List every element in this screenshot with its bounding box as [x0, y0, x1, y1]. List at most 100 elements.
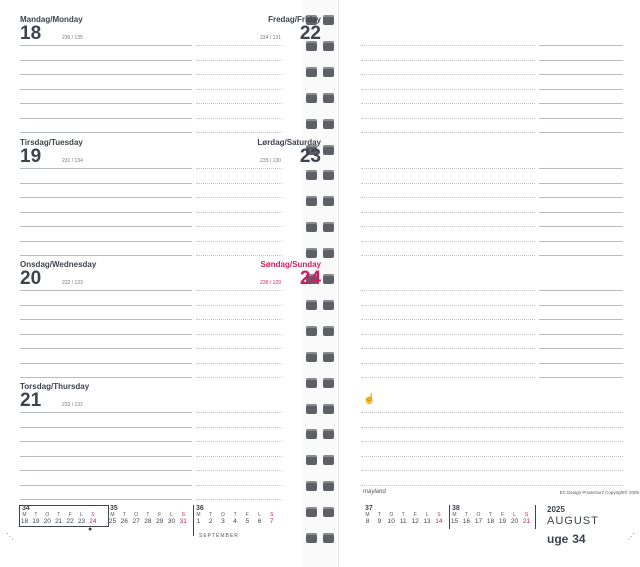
- writing-line: [196, 88, 282, 90]
- mini-day-letter: M: [110, 512, 115, 518]
- mini-day-letter: S: [524, 512, 529, 518]
- writing-line: [196, 362, 282, 364]
- writing-line: [20, 240, 192, 242]
- mini-date: 26: [120, 518, 128, 525]
- writing-line: [539, 88, 623, 90]
- writing-line: [361, 319, 535, 320]
- mini-date: 9: [377, 518, 382, 525]
- writing-line: [361, 103, 535, 104]
- writing-line: [20, 362, 192, 364]
- writing-line: [20, 226, 192, 227]
- binding-ring: [305, 325, 335, 336]
- binding-ring: [305, 118, 335, 129]
- writing-line: [196, 499, 282, 500]
- writing-line: [539, 362, 623, 364]
- writing-line: [361, 470, 623, 471]
- day-name: Fredag/Friday: [268, 15, 321, 24]
- writing-line: [196, 377, 282, 378]
- mini-date: 27: [132, 518, 140, 525]
- mini-date: 25: [108, 518, 117, 525]
- mini-date: 5: [245, 518, 250, 525]
- writing-line: [361, 377, 535, 378]
- day-count: 235 / 130: [260, 158, 281, 164]
- binding-ring: [305, 40, 335, 51]
- week-number-36: 36: [196, 505, 204, 512]
- mini-date: 28: [144, 518, 152, 525]
- writing-line: [361, 168, 535, 169]
- mini-day-letter: M: [196, 512, 201, 518]
- writing-line: [539, 59, 623, 61]
- mini-date: 21: [522, 518, 531, 525]
- mini-date: 2: [208, 518, 213, 525]
- mini-date: 12: [411, 518, 419, 525]
- writing-line: [20, 197, 192, 198]
- mini-day-letter: M: [452, 512, 457, 518]
- mini-day-letter: O: [45, 512, 50, 518]
- week-label: uge 34: [547, 530, 586, 546]
- mini-date: 20: [43, 518, 51, 525]
- mini-date: 6: [257, 518, 262, 525]
- day-name: Tirsdag/Tuesday: [20, 138, 83, 147]
- writing-line: [361, 59, 535, 61]
- binding-ring: [305, 66, 335, 77]
- writing-line: [20, 88, 192, 90]
- writing-line: [539, 117, 623, 119]
- binding-ring: [305, 222, 335, 233]
- mini-date: 17: [474, 518, 483, 525]
- writing-line: [361, 197, 535, 198]
- writing-line: [539, 226, 623, 227]
- day-name: Søndag/Sunday: [260, 260, 321, 269]
- current-week-highlight: [19, 505, 109, 527]
- writing-line: [20, 304, 192, 306]
- writing-line: [196, 240, 282, 242]
- writing-line: [196, 470, 282, 471]
- mini-day-letter: L: [513, 512, 516, 518]
- mini-date: 14: [435, 518, 443, 525]
- writing-line: [196, 455, 282, 457]
- writing-line: [539, 319, 623, 320]
- mini-day-letter: F: [68, 512, 72, 518]
- writing-line: [361, 441, 623, 442]
- writing-line: [539, 103, 623, 104]
- mini-date: 7: [269, 518, 274, 525]
- writing-line: [539, 74, 623, 75]
- mini-day-letter: O: [389, 512, 394, 518]
- mini-date: 31: [179, 518, 187, 525]
- mini-day-letter: F: [500, 512, 505, 518]
- mini-date: 29: [156, 518, 164, 525]
- writing-line: [20, 412, 192, 413]
- writing-line: [20, 499, 192, 500]
- mini-day-letter: L: [425, 512, 429, 518]
- binding-ring: [305, 377, 335, 388]
- day-count: 233 / 132: [62, 402, 83, 408]
- mini-day-letter: T: [377, 512, 381, 518]
- day-name: Lørdag/Saturday: [257, 138, 321, 147]
- week-number-38: 38: [452, 505, 460, 512]
- writing-line: [361, 455, 623, 457]
- writing-line: [361, 88, 535, 90]
- mini-day-letter: F: [413, 512, 417, 518]
- mini-date: 10: [387, 518, 395, 525]
- writing-line: [20, 484, 192, 486]
- writing-line: [20, 255, 192, 256]
- day-count: 236 / 129: [260, 280, 281, 286]
- writing-line: [196, 74, 282, 75]
- writing-line: [20, 455, 192, 457]
- day-number: 23: [299, 146, 321, 167]
- mini-day-letter: M: [365, 512, 370, 518]
- mini-day-letter: S: [270, 512, 274, 518]
- writing-line: [196, 45, 282, 46]
- day-name: Mandag/Monday: [20, 15, 83, 24]
- writing-line: [20, 132, 192, 133]
- writing-line: [20, 348, 192, 349]
- mini-day-letter: O: [134, 512, 139, 518]
- writing-line: [20, 59, 192, 61]
- binding-ring: [305, 248, 335, 259]
- writing-line: [20, 333, 192, 335]
- writing-line: [539, 255, 623, 256]
- mini-day-letter: O: [220, 512, 225, 518]
- writing-line: [196, 132, 282, 133]
- writing-line: [539, 333, 623, 335]
- day-number: 19: [20, 146, 42, 167]
- writing-line: [196, 182, 282, 184]
